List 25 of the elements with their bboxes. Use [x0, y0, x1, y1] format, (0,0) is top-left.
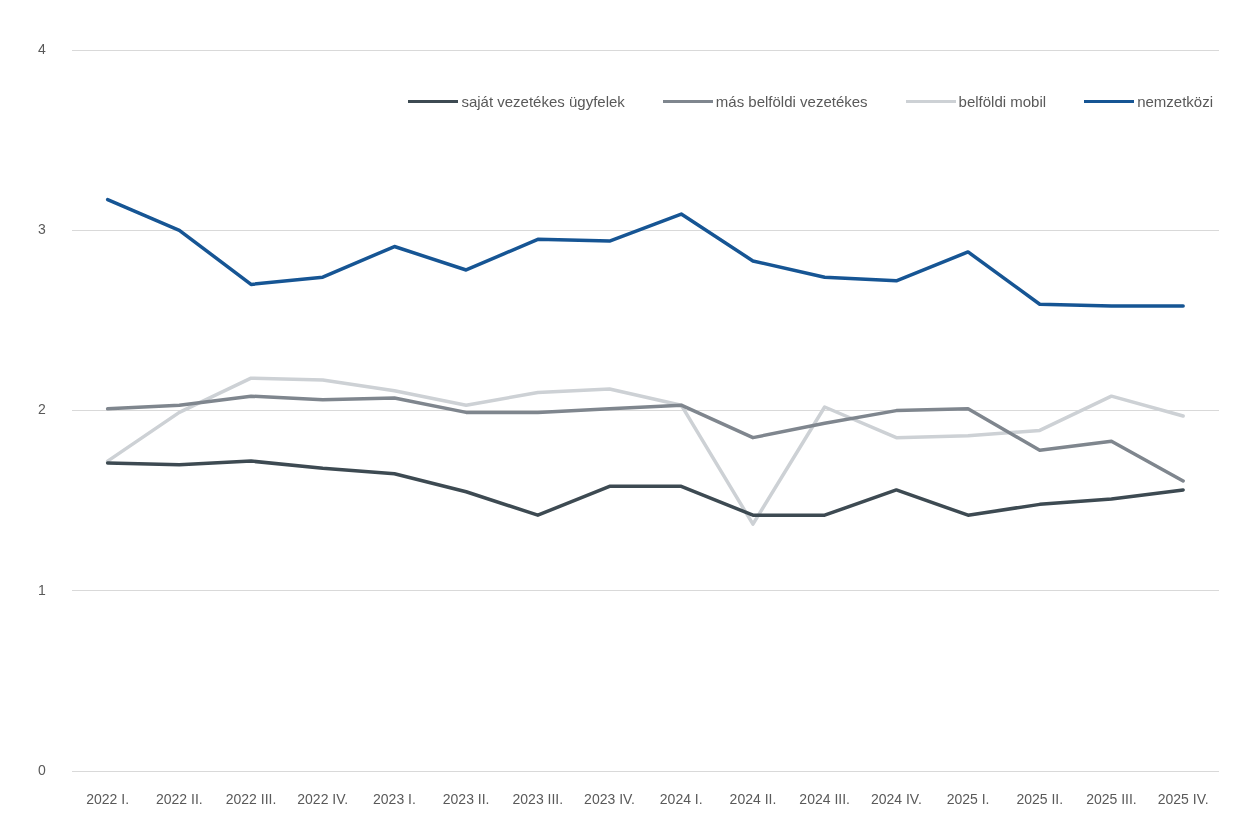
x-tick-label: 2024 III.	[799, 791, 850, 808]
y-tick-label: 0	[37, 762, 46, 779]
x-tick-label: 2022 III.	[225, 791, 277, 808]
y-tick-label: 2	[37, 401, 46, 418]
x-tick-label: 2023 III.	[512, 791, 564, 808]
x-tick-label: 2022 II.	[155, 791, 203, 808]
legend-label: saját vezetékes ügyfelek	[461, 93, 625, 110]
x-tick-label: 2024 I.	[659, 791, 703, 808]
x-tick-label: 2022 IV.	[297, 791, 349, 808]
legend-label: nemzetközi	[1137, 93, 1213, 110]
y-tick-label: 1	[37, 581, 46, 598]
x-tick-label: 2024 II.	[729, 791, 777, 808]
x-tick-label: 2022 I.	[86, 791, 130, 808]
y-tick-label: 3	[37, 221, 46, 238]
x-tick-label: 2025 II.	[1016, 791, 1064, 808]
legend-label: más belföldi vezetékes	[715, 93, 868, 110]
x-tick-label: 2023 IV.	[584, 791, 635, 808]
x-tick-label: 2023 II.	[442, 791, 490, 808]
legend-label: belföldi mobil	[958, 93, 1047, 110]
x-tick-label: 2025 I.	[946, 791, 990, 808]
x-tick-label: 2025 III.	[1086, 791, 1137, 808]
x-tick-label: 2025 IV.	[1157, 791, 1209, 808]
x-tick-label: 2024 IV.	[870, 791, 922, 808]
x-tick-label: 2023 I.	[373, 791, 416, 808]
y-tick-label: 4	[37, 40, 46, 57]
